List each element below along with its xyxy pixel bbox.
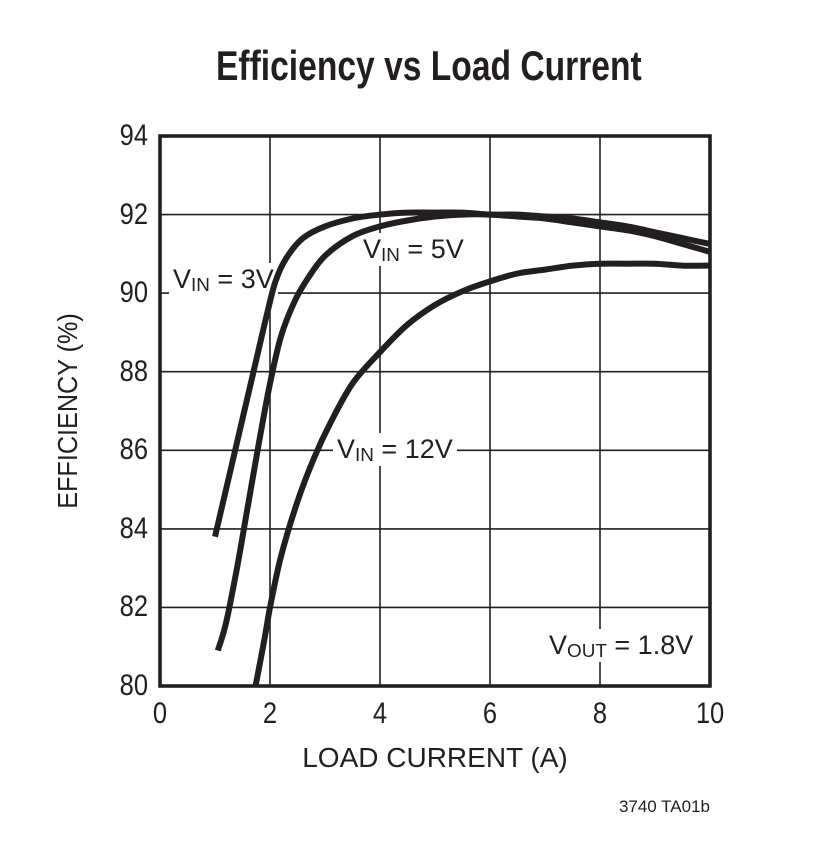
curve-vin-5v — [214, 211, 710, 652]
label-text: = 1.8V — [606, 630, 694, 660]
y-tick-label: 90 — [119, 276, 148, 310]
figure-part-code: 3740 TA01b — [618, 797, 710, 816]
y-tick-label: 84 — [119, 511, 148, 545]
label-subscript: IN — [381, 245, 400, 267]
x-tick-label: 0 — [152, 697, 168, 730]
x-tick-label: 4 — [372, 697, 388, 730]
label-text: V — [173, 264, 192, 294]
label-text: V — [363, 234, 382, 264]
label-text: V — [549, 630, 568, 660]
y-tick-label: 86 — [119, 433, 148, 467]
curve-label-vin-12v: VIN = 12V — [333, 433, 457, 466]
x-tick-label: 6 — [482, 697, 498, 730]
label-text: = 3V — [209, 264, 274, 294]
x-tick-label: 8 — [592, 697, 608, 730]
label-subscript: IN — [191, 275, 210, 297]
x-tick-label: 10 — [695, 697, 725, 730]
x-tick-label: 2 — [262, 697, 278, 730]
chart-title: Efficiency vs Load Current — [216, 42, 642, 89]
label-subscript: IN — [355, 445, 374, 467]
x-axis-title: LOAD CURRENT (A) — [302, 742, 568, 773]
label-subscript: OUT — [567, 641, 607, 663]
curve-vin-12v — [252, 260, 710, 686]
y-tick-label: 80 — [119, 669, 148, 702]
curve-label-vin-3v: VIN = 3V — [169, 263, 278, 296]
y-tick-label: 88 — [119, 354, 148, 388]
curve-label-vin-5v: VIN = 5V — [359, 233, 468, 266]
label-text: V — [337, 434, 356, 464]
label-text: = 12V — [373, 434, 453, 464]
y-tick-label: 92 — [119, 197, 148, 231]
curve-vin-3v — [212, 209, 710, 538]
annotation-vout-1v8: VOUT = 1.8V — [545, 629, 698, 663]
label-text: = 5V — [399, 234, 464, 264]
y-tick-label: 82 — [119, 590, 148, 624]
y-tick-label: 94 — [119, 119, 148, 152]
